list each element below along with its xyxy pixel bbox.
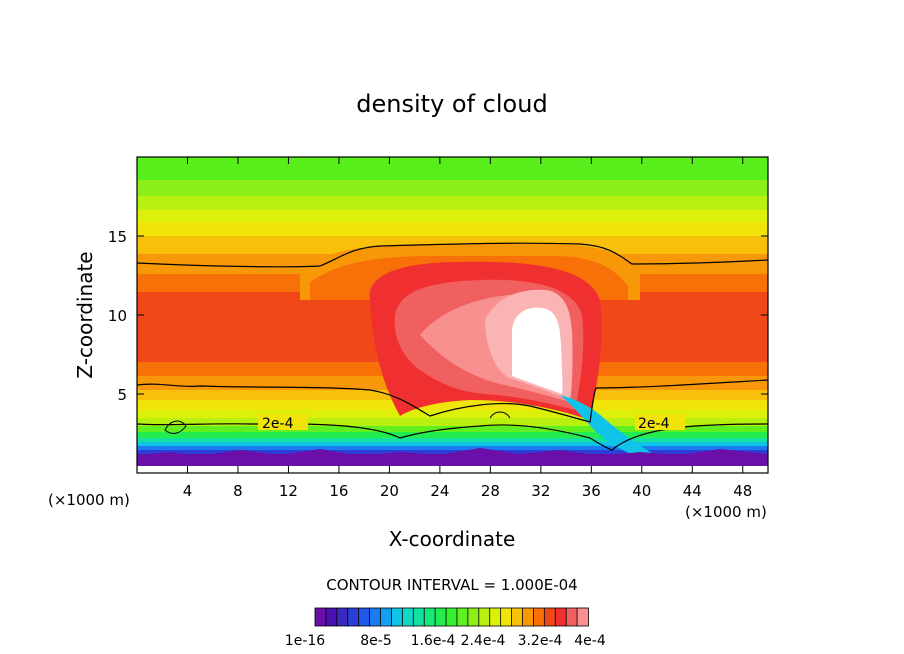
colorbar-swatch — [369, 607, 382, 627]
colorbar-swatch — [325, 607, 338, 627]
colorbar-swatch — [500, 607, 513, 627]
colorbar-swatch — [358, 607, 371, 627]
colorbar-swatch — [434, 607, 447, 627]
colorbar-swatch — [391, 607, 404, 627]
colorbar-swatch — [489, 607, 502, 627]
x-tick-label: 28 — [481, 482, 500, 500]
colorbar-swatch — [423, 607, 437, 627]
x-tick-label: 12 — [279, 482, 298, 500]
chart-title: density of cloud — [356, 90, 547, 118]
x-tick-label: 36 — [582, 482, 601, 500]
y-axis: 5 10 15 — [108, 228, 768, 404]
colorbar-swatch — [412, 607, 426, 627]
contour-label-right: 2e-4 — [638, 416, 670, 432]
x-tick-label: 44 — [683, 482, 702, 500]
x-axis-label: X-coordinate — [389, 527, 516, 551]
x-tick-label: 20 — [380, 482, 399, 500]
y-tick-label: 15 — [108, 228, 127, 246]
x-tick-label: 16 — [329, 482, 348, 500]
x-unit-left: (×1000 m) — [48, 491, 130, 509]
colorbar-swatch — [401, 607, 415, 627]
x-unit-right: (×1000 m) — [685, 503, 767, 521]
x-tick-label: 40 — [632, 482, 651, 500]
colorbar-swatch — [554, 607, 568, 627]
x-tick-label: 24 — [430, 482, 449, 500]
colorbar-swatch — [445, 607, 458, 627]
colorbar-swatch — [565, 607, 578, 627]
colorbar-swatch — [533, 607, 546, 627]
colorbar-swatch — [347, 607, 360, 627]
contour-interval-text: CONTOUR INTERVAL = 1.000E-04 — [326, 576, 577, 594]
colorbar-tick-label: 3.2e-4 — [518, 633, 563, 649]
colorbar-swatch — [522, 607, 535, 627]
x-axis: 4 8 12 16 20 24 28 32 36 40 44 48 — [183, 157, 752, 500]
colorbar-tick-label: 1e-16 — [285, 633, 325, 649]
contour-labels: 2e-4 2e-4 — [258, 414, 685, 432]
colorbar-tick-label: 8e-5 — [360, 633, 391, 649]
colorbar-swatch — [380, 607, 393, 627]
y-tick-label: 10 — [108, 307, 127, 325]
colorbar-swatch — [456, 607, 469, 627]
x-tick-label: 48 — [733, 482, 752, 500]
x-tick-label: 32 — [531, 482, 550, 500]
colorbar-labels: 1e-16 8e-5 1.6e-4 2.4e-4 3.2e-4 4e-4 — [285, 633, 606, 649]
colorbar-swatch — [314, 607, 327, 627]
x-tick-label: 4 — [183, 482, 193, 500]
contour-label-left: 2e-4 — [262, 416, 294, 432]
colorbar-swatch — [511, 607, 524, 627]
colorbar-tick-label: 4e-4 — [574, 633, 606, 649]
colorbar-swatch — [576, 607, 589, 627]
y-axis-label: Z-coordinate — [73, 251, 97, 378]
colorbar-tick-label: 2.4e-4 — [461, 633, 506, 649]
plot-area — [137, 157, 768, 473]
x-tick-label: 8 — [233, 482, 243, 500]
colorbar-swatch — [478, 607, 491, 627]
colorbar-tick-label: 1.6e-4 — [411, 633, 456, 649]
colorbar-swatch — [336, 607, 349, 627]
colorbar-swatch — [543, 607, 557, 627]
colorbar — [314, 607, 589, 627]
y-tick-label: 5 — [117, 386, 127, 404]
colorbar-swatch — [467, 607, 480, 627]
